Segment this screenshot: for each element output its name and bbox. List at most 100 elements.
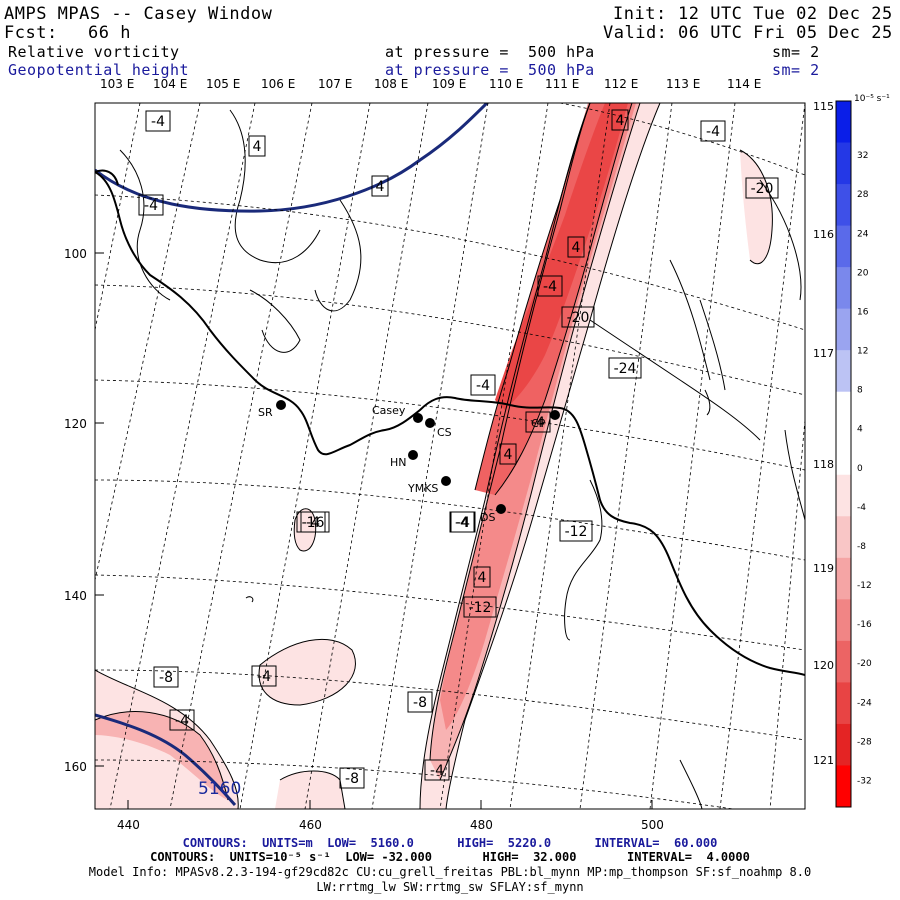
colorbar-label: -8 [857, 542, 866, 552]
plot-title: AMPS MPAS -- Casey Window [4, 4, 273, 24]
colorbar-swatch [836, 350, 851, 393]
colorbar-label: 20 [857, 268, 869, 278]
contour-label: -4 [430, 763, 444, 779]
footer-height-contours: CONTOURS: UNITS=m LOW= 5160.0 HIGH= 5220… [0, 836, 900, 850]
station-label-ds: DS [480, 511, 495, 524]
x-tick-label: 480 [470, 818, 493, 832]
contour-label: -4 [175, 713, 189, 729]
contour-label-box [371, 175, 389, 197]
footer-vort-a: CONTOURS: UNITS=10⁻⁵ s⁻¹ LOW= -32.000 [150, 850, 432, 864]
x-tick-label: 440 [117, 818, 140, 832]
colorbar-label: 0 [857, 464, 863, 474]
fcst-label: Fcst: [4, 23, 58, 43]
contour-label-box [463, 596, 497, 618]
lon-label-top: 107 E [318, 77, 353, 91]
colorbar: 32 28 24 20 16 12 8 4 0 -4 -8 -12 -16 -20 -24 -28 -32 [835, 100, 872, 808]
field1-level: at pressure = 500 hPa [385, 43, 595, 61]
contour-label: -4 [476, 378, 490, 394]
colorbar-label: 24 [857, 229, 869, 239]
lon-label-top: 114 E [727, 77, 762, 91]
contour-label-box [138, 194, 164, 216]
contour-label-box [559, 520, 593, 542]
valid-label: Valid: [603, 23, 668, 43]
lon-label-top: 108 E [374, 77, 409, 91]
vorticity-contour-labels: -444-44-4-204-4-20-24-44-4-16-12-44-12-8… [138, 109, 779, 789]
contour-label-box [745, 177, 779, 199]
contour-label: -4 [306, 515, 320, 531]
contour-label: -4 [151, 114, 165, 130]
station-markers [276, 400, 560, 514]
contour-label: -8 [159, 670, 173, 686]
vorticity-fill-neg-weak [740, 150, 773, 264]
lon-label-top: 110 E [489, 77, 524, 91]
footer-physics-info: LW:rrtmg_lw SW:rrtmg_sw SFLAY:sf_mynn [316, 880, 584, 894]
colorbar-label: 4 [857, 425, 863, 435]
colorbar-label: 32 [857, 151, 868, 161]
contour-label-box [339, 767, 365, 789]
footer-height-b: HIGH= 5220.0 [457, 836, 552, 850]
vorticity-fill-neg-weak [294, 508, 316, 551]
colorbar-label: 28 [857, 190, 869, 200]
contour-label: -4 [543, 279, 557, 295]
contour-label: -8 [413, 695, 427, 711]
station-label-ymks: YMKS [407, 482, 438, 495]
footer-vorticity-contours: CONTOURS: UNITS=10⁻⁵ s⁻¹ LOW= -32.000 HI… [0, 850, 900, 864]
station-dot-cs [425, 418, 435, 428]
colorbar-swatch [836, 474, 851, 517]
lat-lon-grid [95, 103, 805, 809]
contour-label: -4 [531, 415, 545, 431]
colorbar-label: -32 [857, 776, 872, 786]
colorbar-swatch [836, 516, 851, 559]
colorbar-swatch [836, 391, 851, 434]
contour-label-box [470, 374, 496, 396]
contour-label: 4 [572, 240, 581, 256]
station-label-cs: CS [437, 426, 452, 439]
contour-label-box [407, 691, 433, 713]
contour-label-box [567, 236, 585, 258]
vorticity-contours [95, 103, 805, 809]
lon-label-top: 112 E [604, 77, 639, 91]
map-area: SR Casey CS HN YMKS CP DS -4 4 4 -4 4 -4 -20 4 -… [95, 103, 805, 809]
geopotential-height-contours [95, 103, 490, 806]
station-label-sr: SR [258, 406, 273, 419]
station-dot-casey [413, 413, 423, 423]
y-tick-label: 160 [64, 760, 87, 774]
colorbar-frame [835, 100, 852, 808]
y-tick-label: 120 [64, 417, 87, 431]
station-label-cp: CP [531, 417, 546, 430]
contour-label: -4 [257, 669, 271, 685]
vorticity-fill-neg-max [495, 103, 628, 410]
height-contour-label: 5160 [198, 779, 241, 799]
station-label-casey: Casey [372, 404, 406, 417]
contour-label-box [251, 665, 277, 687]
colorbar-label: -20 [857, 659, 872, 669]
colorbar-label: 16 [857, 307, 869, 317]
init-label: Init: [613, 4, 667, 24]
x-tick-label: 460 [299, 818, 322, 832]
station-dot-cp [550, 410, 560, 420]
station-dot-ds [496, 504, 506, 514]
y-tick-label: 100 [64, 247, 87, 261]
lon-label-top: 109 E [432, 77, 467, 91]
colorbar-label: -4 [857, 503, 866, 513]
colorbar-swatch [836, 765, 851, 808]
colorbar-label: 12 [857, 347, 868, 357]
colorbar-units: 10⁻⁵ s⁻¹ [854, 94, 890, 104]
contour-label-box [153, 666, 179, 688]
contour-label-box [561, 306, 595, 328]
colorbar-swatch [836, 433, 851, 476]
axis-ticks [95, 252, 653, 809]
colorbar-swatch [836, 184, 851, 227]
colorbar-label: -16 [857, 620, 872, 630]
contour-label: 4 [616, 113, 625, 129]
contour-label: -4 [144, 198, 158, 214]
contour-label: 4 [376, 179, 385, 195]
colorbar-swatch [836, 308, 851, 351]
colorbar-label: -12 [857, 581, 872, 591]
station-labels: SR Casey CS HN YMKS CP DS [258, 404, 546, 524]
axis-tick-labels: 440 460 480 500 100 120 140 160 [64, 247, 664, 832]
contour-label-box [450, 511, 476, 533]
contour-label: -4 [706, 124, 720, 140]
station-dot-hn [408, 450, 418, 460]
